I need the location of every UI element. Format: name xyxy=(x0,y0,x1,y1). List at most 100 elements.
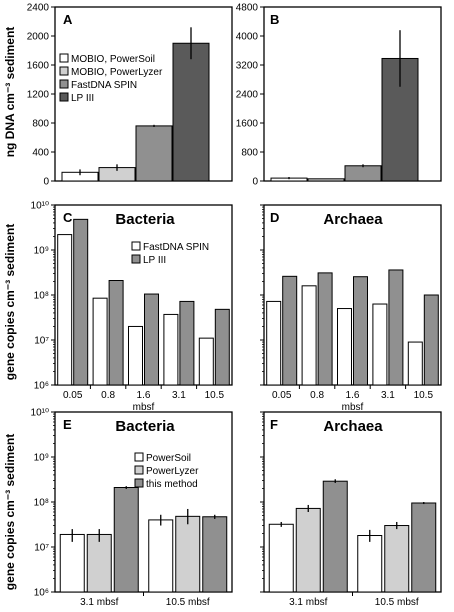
legend-label: this method xyxy=(146,479,198,490)
legend-swatch xyxy=(131,254,141,264)
x-tick-label: 10.5 xyxy=(205,390,225,401)
panel-title: Archaea xyxy=(323,211,383,228)
y-tick-label: 1600 xyxy=(236,119,259,130)
legend-label: MOBIO, PowerLyzer xyxy=(71,67,163,78)
legend-swatch xyxy=(59,92,69,102)
bar xyxy=(113,487,139,593)
y-tick-label: 3200 xyxy=(236,61,259,72)
y-tick-label: 10⁷ xyxy=(34,336,49,347)
bar xyxy=(128,325,143,386)
panel-letter: B xyxy=(270,12,279,27)
legend-label: LP III xyxy=(71,93,94,104)
legend-swatch xyxy=(59,53,69,63)
bar xyxy=(407,341,423,386)
bar xyxy=(198,337,214,386)
bar xyxy=(57,234,73,386)
bar xyxy=(175,515,201,593)
x-axis-label: mbsf xyxy=(133,402,155,413)
y-tick-label: 0 xyxy=(43,177,49,188)
bar xyxy=(144,293,159,386)
x-tick-label: 0.05 xyxy=(63,390,83,401)
bar xyxy=(317,272,333,386)
x-tick-label: 0.8 xyxy=(310,390,324,401)
legend-label: PowerSoil xyxy=(146,453,191,464)
bar xyxy=(384,525,410,593)
legend-swatch xyxy=(131,241,141,251)
panel-title: Bacteria xyxy=(115,211,175,228)
y-tick-label: 800 xyxy=(32,119,49,130)
bar xyxy=(135,125,173,182)
legend-swatch xyxy=(134,452,144,462)
bar xyxy=(148,519,174,593)
panel-c: 10⁶ 10⁷ 10⁸ 10⁹ 10¹⁰ 0.05 0.8 1.6 3.1 10.5 mbsf C Ba… xyxy=(31,201,233,413)
legend-swatch xyxy=(59,79,69,89)
x-tick-label: 1.6 xyxy=(137,390,151,401)
y-tick-label: 10⁹ xyxy=(34,453,49,464)
y-tick-label: 10⁹ xyxy=(34,246,49,257)
legend-swatch xyxy=(134,465,144,475)
y-tick-label: 1200 xyxy=(27,90,50,101)
x-tick-label: 10.5 mbsf xyxy=(375,597,419,608)
bar xyxy=(307,178,345,182)
panel-letter: A xyxy=(63,12,73,27)
y-tick-label: 1600 xyxy=(27,61,50,72)
y-tick-label: 4000 xyxy=(236,32,259,43)
panel-letter: E xyxy=(63,417,72,432)
x-tick-label: 3.1 mbsf xyxy=(80,597,119,608)
x-axis-label: mbsf xyxy=(342,402,364,413)
y-tick-label: 10⁶ xyxy=(34,588,49,599)
y-tick-label: 400 xyxy=(32,148,49,159)
bar xyxy=(86,533,112,593)
legend-label: LP III xyxy=(143,255,166,266)
ylabel-middle: gene copies cm⁻³ sediment xyxy=(3,224,17,380)
panel-f: 3.1 mbsf 10.5 mbsf F Archaea xyxy=(260,411,442,608)
x-tick-label: 3.1 mbsf xyxy=(289,597,328,608)
bar xyxy=(59,533,85,593)
panel-title: Archaea xyxy=(323,418,383,435)
bar xyxy=(172,42,210,182)
panel-letter: D xyxy=(270,210,279,225)
legend-swatch xyxy=(134,478,144,488)
panel-b: 0 800 1600 2400 3200 4000 4800 B xyxy=(236,3,442,188)
panel-letter: C xyxy=(63,210,73,225)
bar xyxy=(92,297,108,386)
bar xyxy=(214,308,230,386)
bar xyxy=(388,269,404,386)
bar xyxy=(179,300,195,386)
bar xyxy=(295,507,321,593)
panel-d: 0.05 0.8 1.6 3.1 10.5 mbsf D Archaea xyxy=(260,204,442,413)
x-tick-label: 0.8 xyxy=(101,390,115,401)
bar xyxy=(282,275,298,386)
bar xyxy=(322,480,348,593)
legend-label: MOBIO, PowerSoil xyxy=(71,54,155,65)
bar xyxy=(108,280,124,386)
y-tick-label: 4800 xyxy=(236,3,259,14)
ylabel-top: ng DNA cm⁻³ sediment xyxy=(3,27,17,158)
bar xyxy=(73,218,89,386)
y-tick-label: 10⁸ xyxy=(34,498,49,509)
bar xyxy=(163,313,179,386)
y-tick-label: 2000 xyxy=(27,32,50,43)
bar xyxy=(301,285,317,386)
bar xyxy=(411,502,437,593)
legend-label: PowerLyzer xyxy=(146,466,199,477)
y-tick-label: 800 xyxy=(241,148,258,159)
legend-label: FastDNA SPIN xyxy=(143,242,209,253)
panel-title: Bacteria xyxy=(115,418,175,435)
legend-swatch xyxy=(59,66,69,76)
x-tick-label: 10.5 mbsf xyxy=(166,597,210,608)
y-tick-label: 10⁸ xyxy=(34,291,49,302)
bar xyxy=(344,165,382,182)
y-tick-label: 0 xyxy=(252,177,258,188)
ylabel-bottom: gene copies cm⁻³ sediment xyxy=(3,434,17,590)
panel-letter: F xyxy=(270,417,278,432)
x-tick-label: 3.1 xyxy=(172,390,186,401)
x-tick-label: 0.05 xyxy=(272,390,292,401)
x-tick-label: 10.5 xyxy=(414,390,434,401)
bar xyxy=(266,300,282,386)
bar xyxy=(337,308,352,386)
bar xyxy=(423,294,439,386)
x-tick-label: 3.1 xyxy=(381,390,395,401)
y-tick-label: 10⁶ xyxy=(34,381,49,392)
